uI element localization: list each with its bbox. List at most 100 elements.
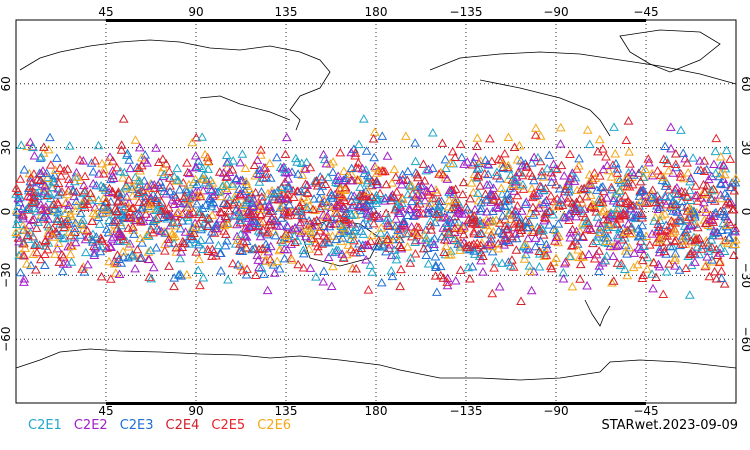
observation-triangle — [594, 134, 605, 144]
observation-triangle — [692, 222, 703, 232]
observation-triangle — [31, 223, 42, 232]
observation-triangle — [96, 271, 107, 281]
observation-triangle — [472, 238, 483, 248]
observation-triangle — [347, 210, 357, 219]
observation-triangle — [597, 206, 608, 216]
observation-triangle — [379, 196, 390, 205]
observation-triangle — [136, 152, 147, 162]
observation-triangle — [123, 175, 134, 184]
observation-triangle — [241, 176, 251, 186]
observation-triangle — [682, 192, 693, 201]
observation-triangle — [148, 262, 159, 272]
observation-triangle — [32, 247, 42, 257]
observation-triangle — [534, 203, 544, 212]
observation-triangle — [584, 139, 595, 149]
observation-triangle — [393, 208, 404, 218]
observation-triangle — [624, 242, 635, 252]
observation-triangle — [169, 199, 180, 209]
observation-triangle — [300, 179, 311, 188]
observation-triangle — [227, 179, 238, 188]
observation-triangle — [256, 192, 267, 201]
observation-triangle — [115, 166, 126, 176]
observation-triangle — [567, 168, 578, 177]
observation-triangle — [497, 189, 508, 198]
observation-triangle — [235, 246, 246, 255]
observation-triangle — [522, 222, 532, 232]
observation-triangle — [564, 251, 575, 260]
observation-triangle — [87, 234, 97, 244]
observation-triangle — [112, 197, 123, 206]
observation-triangle — [445, 215, 455, 224]
observation-triangle — [665, 202, 676, 211]
observation-triangle — [365, 236, 376, 245]
observation-triangle — [83, 232, 94, 241]
observation-triangle — [668, 227, 679, 237]
observation-triangle — [298, 248, 309, 258]
observation-triangle — [514, 181, 525, 190]
observation-triangle — [169, 171, 180, 181]
observation-triangle — [467, 261, 478, 271]
observation-triangle — [294, 206, 304, 215]
observation-triangle — [235, 217, 246, 227]
observation-triangle — [254, 262, 264, 272]
observation-triangle — [382, 234, 393, 243]
observation-triangle — [703, 189, 714, 199]
observation-triangle — [551, 253, 561, 262]
observation-triangle — [249, 201, 259, 210]
observation-triangle — [319, 266, 329, 275]
observation-triangle — [290, 237, 300, 247]
observation-triangle — [601, 222, 612, 231]
observation-triangle — [284, 207, 294, 216]
observation-triangle — [49, 204, 60, 213]
observation-triangle — [33, 217, 44, 226]
observation-triangle — [565, 233, 576, 242]
observation-triangle — [46, 160, 56, 169]
observation-triangle — [564, 210, 575, 220]
observation-triangle — [454, 205, 464, 214]
observation-triangle — [370, 241, 381, 251]
observation-triangle — [200, 200, 211, 209]
observation-triangle — [484, 239, 495, 249]
observation-triangle — [606, 172, 617, 181]
observation-triangle — [702, 237, 713, 247]
observation-triangle — [597, 258, 608, 267]
observation-triangle — [23, 205, 34, 214]
observation-triangle — [564, 208, 574, 218]
observation-triangle — [492, 167, 502, 176]
observation-triangle — [47, 229, 58, 238]
observation-triangle — [574, 226, 585, 235]
legend-item-c2e6: C2E6 — [257, 418, 292, 433]
observation-triangle — [154, 198, 165, 207]
bottom-lon-label: −45 — [633, 404, 658, 418]
observation-triangle — [16, 140, 27, 149]
observation-triangle — [91, 180, 102, 190]
observation-triangle — [281, 132, 292, 142]
observation-triangle — [698, 179, 709, 189]
observation-triangle — [721, 220, 732, 229]
observation-triangle — [414, 208, 425, 218]
bottom-lon-label: −135 — [450, 404, 483, 418]
observation-triangle — [612, 203, 623, 213]
observation-triangle — [414, 222, 424, 232]
observation-triangle — [59, 166, 70, 175]
observation-triangle — [487, 156, 497, 166]
observation-triangle — [514, 140, 525, 150]
observation-triangle — [197, 163, 208, 172]
observation-triangle — [393, 225, 403, 234]
observation-triangle — [102, 243, 112, 252]
observation-triangle — [624, 147, 634, 156]
observation-triangle — [234, 184, 245, 193]
observation-triangle — [410, 248, 421, 258]
observation-triangle — [143, 247, 154, 256]
observation-triangle — [437, 138, 448, 147]
observation-triangle — [694, 249, 705, 259]
observation-triangle — [232, 231, 242, 241]
observation-triangle — [254, 169, 265, 178]
observation-triangle — [570, 172, 581, 182]
observation-triangle — [43, 228, 53, 237]
observation-triangle — [558, 210, 569, 220]
top-lon-label: −90 — [543, 5, 568, 19]
observation-triangle — [656, 226, 666, 235]
observation-triangle — [355, 190, 365, 199]
observation-triangle — [582, 125, 593, 134]
